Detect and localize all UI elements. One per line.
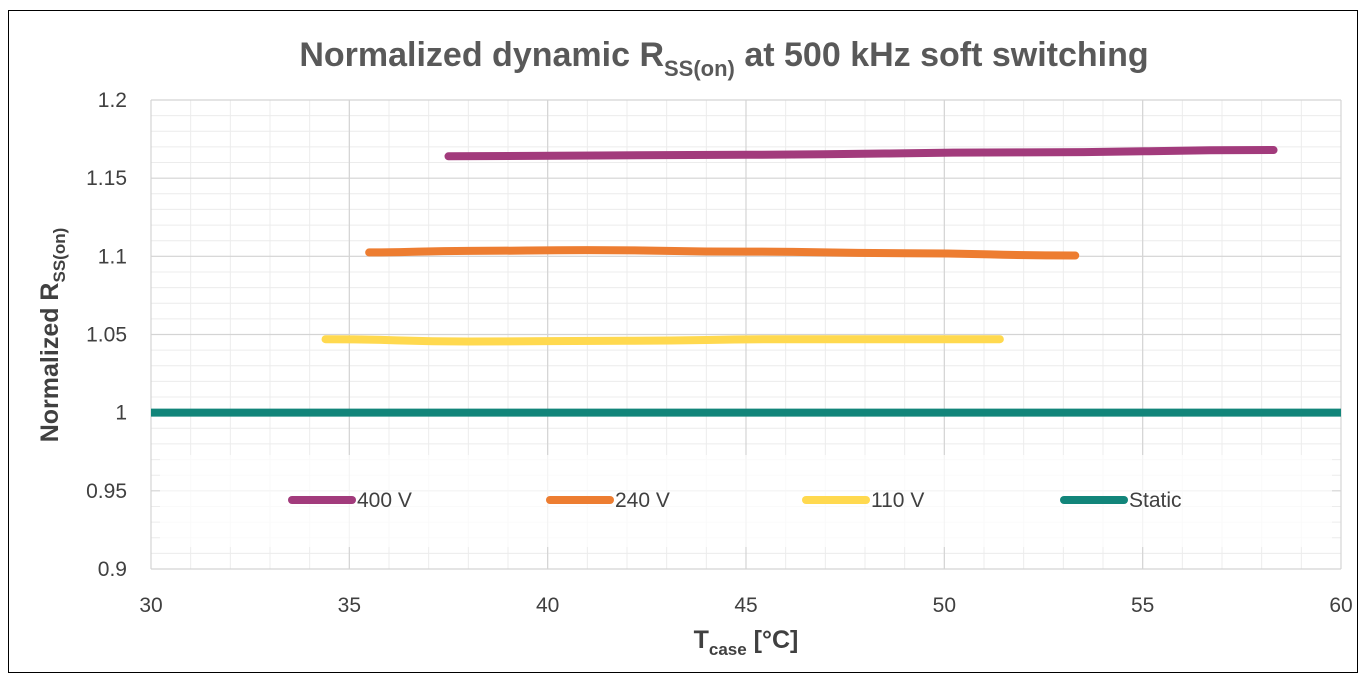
series-line-110-v (321, 335, 1004, 346)
x-tick-label: 30 (139, 594, 162, 617)
x-axis-ticks: 30 35 40 45 50 55 60 (139, 594, 1352, 617)
y-tick-label: 1 (115, 402, 127, 425)
legend-label: Static (1129, 489, 1182, 512)
y-tick-label: 1.05 (86, 324, 127, 347)
x-axis-label: Tcase [°C] (694, 626, 799, 659)
x-tick-label: 35 (338, 594, 361, 617)
chart-title: Normalized dynamic RSS(on) at 500 kHz so… (299, 36, 1148, 81)
y-tick-label: 0.9 (98, 558, 127, 581)
x-tick-label: 55 (1131, 594, 1154, 617)
series-line-240-v (365, 246, 1080, 260)
y-tick-label: 1.2 (98, 89, 127, 112)
y-tick-label: 1.1 (98, 245, 127, 268)
series-lines (151, 146, 1341, 417)
x-tick-label: 50 (933, 594, 956, 617)
x-tick-label: 40 (536, 594, 559, 617)
y-tick-label: 1.15 (86, 167, 127, 190)
legend-label: 240 V (615, 489, 670, 512)
x-tick-label: 45 (734, 594, 757, 617)
series-line-400-v (444, 146, 1278, 161)
y-tick-label: 0.95 (86, 480, 127, 503)
y-axis-ticks: 0.9 0.95 1 1.05 1.1 1.15 1.2 (86, 89, 127, 581)
legend-label: 110 V (871, 489, 924, 512)
y-axis-label: Normalized RSS(on) (36, 228, 69, 443)
legend: 400 V 240 V 110 V Static (288, 489, 1182, 512)
x-tick-label: 60 (1329, 594, 1352, 617)
legend-label: 400 V (357, 489, 412, 512)
